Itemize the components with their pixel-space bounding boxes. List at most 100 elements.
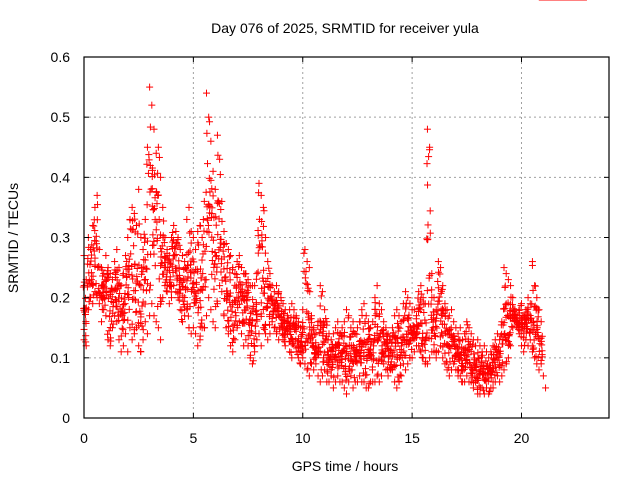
data-point: [299, 319, 307, 327]
data-point: [360, 300, 368, 308]
data-point: [303, 366, 311, 374]
data-point: [117, 332, 125, 340]
data-point: [148, 101, 156, 109]
data-point: [400, 347, 408, 355]
data-point: [448, 306, 455, 314]
data-point: [212, 221, 220, 229]
data-point: [171, 244, 179, 252]
data-point: [301, 246, 309, 254]
data-point: [370, 356, 378, 364]
data-point: [113, 246, 121, 254]
y-tick-label: 0.3: [51, 230, 71, 246]
data-point: [229, 266, 237, 274]
data-point: [224, 306, 232, 314]
data-point: [539, 372, 547, 380]
data-point: [152, 318, 160, 326]
data-point: [194, 239, 202, 247]
data-point: [243, 302, 251, 310]
data-point: [316, 282, 324, 290]
data-point: [420, 308, 428, 316]
data-point: [161, 234, 169, 241]
data-point: [538, 353, 546, 361]
data-point: [199, 270, 207, 278]
data-point: [496, 350, 504, 358]
data-point: [264, 258, 272, 266]
data-point: [207, 306, 215, 314]
data-point: [258, 231, 266, 239]
data-point: [330, 373, 338, 381]
data-point: [178, 316, 186, 324]
data-point: [371, 305, 379, 313]
data-point: [119, 326, 127, 334]
data-point: [501, 304, 509, 312]
data-point: [165, 300, 173, 308]
data-point: [169, 228, 177, 236]
data-point: [384, 330, 392, 338]
data-point: [338, 324, 346, 332]
data-point: [348, 366, 356, 374]
data-point: [125, 305, 133, 313]
data-point: [102, 312, 110, 320]
data-point: [128, 336, 136, 344]
data-point: [418, 353, 426, 361]
data-point: [217, 260, 225, 268]
data-point: [204, 216, 212, 224]
data-point: [492, 342, 500, 350]
data-point: [493, 369, 501, 377]
data-point: [82, 338, 90, 346]
data-point: [505, 340, 513, 348]
data-point: [148, 300, 156, 308]
data-point: [132, 308, 140, 316]
data-point: [150, 171, 158, 179]
data-point: [434, 277, 442, 285]
data-point: [149, 206, 157, 214]
data-point: [498, 340, 506, 348]
data-point: [265, 264, 273, 272]
data-point: [264, 274, 272, 282]
data-point: [349, 384, 357, 392]
data-point: [260, 266, 268, 274]
data-point: [473, 376, 481, 384]
data-point: [233, 293, 241, 301]
data-point: [231, 309, 239, 317]
data-point: [92, 232, 100, 240]
data-point: [338, 378, 346, 386]
data-point: [320, 358, 328, 366]
data-point: [135, 185, 143, 193]
data-point: [128, 203, 136, 211]
data-point: [225, 322, 233, 330]
data-point: [437, 264, 445, 272]
data-point: [287, 325, 295, 333]
data-point: [442, 306, 450, 314]
data-point: [143, 265, 151, 273]
data-point: [498, 362, 506, 370]
data-point: [246, 331, 254, 339]
data-point: [417, 348, 425, 356]
data-point: [312, 360, 320, 368]
data-point: [423, 235, 431, 243]
data-point: [296, 348, 304, 356]
data-point: [504, 354, 512, 362]
data-point: [347, 324, 355, 332]
data-point: [320, 339, 328, 347]
data-point: [208, 270, 216, 278]
data-point: [203, 312, 210, 320]
data-point: [259, 305, 267, 313]
data-point: [89, 221, 97, 229]
data-point: [506, 329, 514, 337]
data-point: [287, 348, 295, 356]
data-point: [153, 188, 161, 196]
data-point: [303, 281, 311, 289]
data-point: [319, 340, 327, 348]
data-point: [162, 287, 170, 295]
data-point: [412, 315, 420, 323]
data-point: [196, 323, 204, 331]
data-point: [137, 313, 145, 321]
data-point: [217, 268, 225, 276]
data-point: [124, 348, 132, 356]
data-point: [258, 217, 266, 225]
data-point: [332, 324, 340, 332]
data-point: [396, 371, 404, 379]
data-point: [136, 281, 144, 289]
data-point: [502, 270, 510, 278]
